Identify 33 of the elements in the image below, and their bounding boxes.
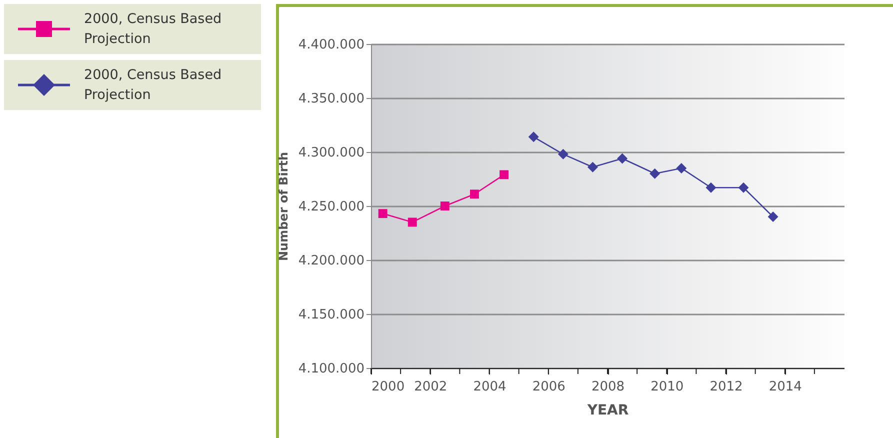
point: [676, 162, 687, 174]
point: [650, 168, 660, 179]
y-tick-label: 4.300.000: [298, 146, 364, 160]
point: [706, 182, 716, 193]
x-tick-label: 2014: [768, 380, 802, 394]
x-tick-label: 2010: [650, 380, 684, 394]
point: [768, 212, 778, 222]
point: [617, 153, 628, 164]
y-tick-label: 4.400.000: [298, 38, 364, 52]
x-tick-label: 2012: [710, 380, 743, 394]
y-tick-label: 4.250.000: [298, 200, 364, 214]
x-axis-title: YEAR: [586, 402, 629, 418]
point: [558, 148, 568, 160]
x-tick-label: 2008: [591, 380, 625, 394]
y-tick-label: 4.150.000: [298, 308, 364, 322]
point: [408, 218, 417, 227]
x-tick-label: 2000: [372, 380, 405, 394]
legend-label: 2000, Census Based Projection: [84, 10, 223, 49]
legend-label: 2000, Census Based Projection: [84, 66, 223, 105]
x-tick-label: 2002: [414, 380, 448, 394]
point: [528, 132, 539, 142]
y-tick-label: 4.100.000: [298, 362, 364, 376]
y-tick-label: 4.350.000: [298, 92, 364, 106]
point: [440, 202, 450, 210]
y-tick-label: 4.200.000: [298, 254, 364, 268]
x-tick-label: 2006: [532, 380, 566, 394]
point: [587, 162, 598, 172]
point: [500, 170, 509, 180]
x-tick-label: 2004: [473, 380, 506, 394]
point: [378, 209, 388, 218]
point: [470, 190, 479, 199]
y-axis-title: Number of Birth: [276, 152, 290, 262]
point: [738, 182, 749, 193]
